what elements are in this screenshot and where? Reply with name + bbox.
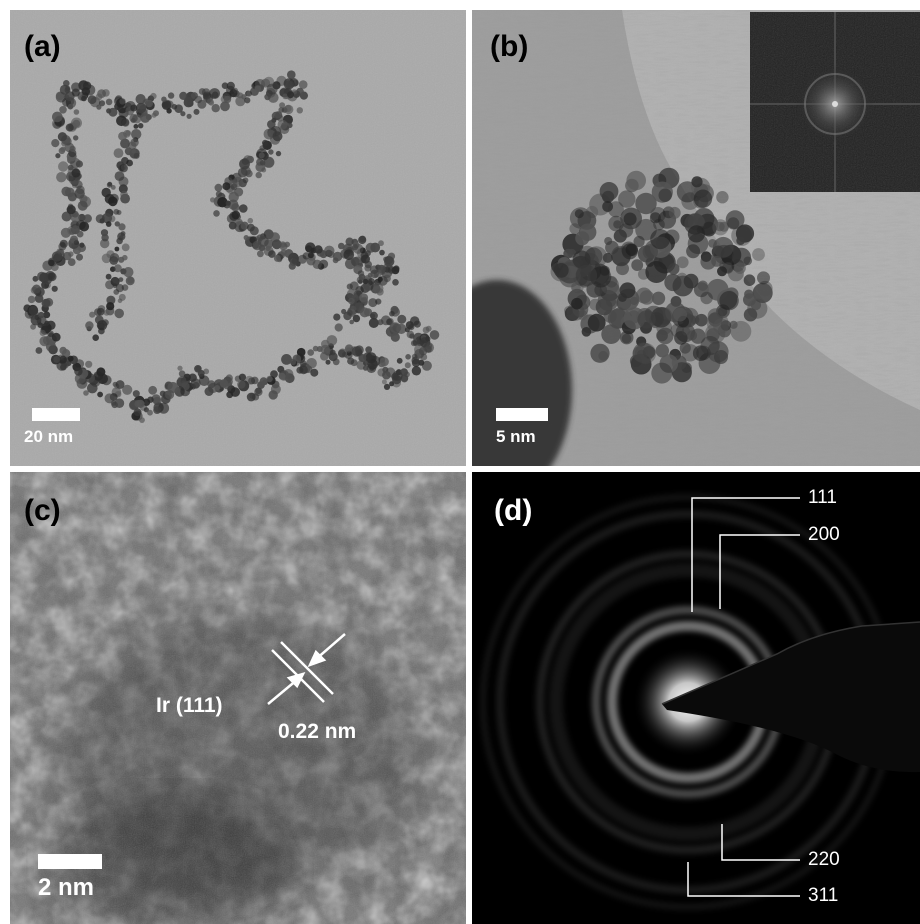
tem-image-c — [10, 472, 466, 924]
panel-label-a: (a) — [24, 30, 61, 63]
panel-label-d: (d) — [494, 494, 533, 527]
nanoparticle-cluster — [550, 167, 773, 384]
ring-label-111: 111 — [808, 487, 837, 508]
fft-inset — [750, 12, 920, 192]
panel-label-b: (b) — [490, 30, 529, 63]
ring-label-220: 220 — [808, 849, 840, 870]
scale-label-c: 2 nm — [38, 874, 95, 901]
panel-b-hrtem-image: (b) 5 nm — [472, 10, 920, 466]
panel-label-c: (c) — [24, 494, 61, 527]
spacing-arrows — [267, 633, 346, 705]
plane-label: Ir (111) — [156, 694, 223, 717]
tem-image-a — [10, 10, 466, 466]
panel-d-saed-pattern: (d) 111 200 220 311 — [472, 472, 920, 924]
scale-bar-c — [38, 854, 102, 869]
nanoparticle-network — [23, 70, 440, 423]
spacing-label: 0.22 nm — [278, 720, 357, 743]
ring-label-200: 200 — [808, 524, 840, 545]
saed-pattern — [472, 472, 920, 924]
panel-a-tem-image: (a) 20 nm — [10, 10, 466, 466]
ring-leader-lines — [687, 497, 800, 897]
scale-label-b: 5 nm — [496, 427, 536, 446]
scale-label-a: 20 nm — [24, 427, 74, 446]
ring-label-311: 311 — [808, 885, 839, 906]
beam-stop — [662, 622, 920, 773]
scale-bar-a — [32, 408, 80, 421]
panel-c-lattice-image: (c) Ir (111) 0.22 nm 2 nm — [10, 472, 466, 924]
scale-bar-b — [496, 408, 548, 421]
